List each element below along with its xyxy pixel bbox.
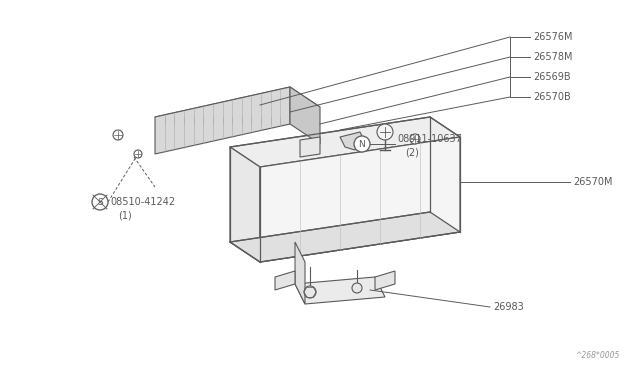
Circle shape <box>134 150 142 158</box>
Circle shape <box>410 134 420 144</box>
Text: 26569B: 26569B <box>533 72 571 82</box>
Text: (2): (2) <box>405 147 419 157</box>
Circle shape <box>92 194 108 210</box>
Polygon shape <box>260 137 460 262</box>
Text: ^268*0005: ^268*0005 <box>575 351 620 360</box>
Polygon shape <box>230 147 260 262</box>
Circle shape <box>352 283 362 293</box>
Text: 26576M: 26576M <box>533 32 573 42</box>
Polygon shape <box>295 242 305 304</box>
Text: 26983: 26983 <box>493 302 524 312</box>
Polygon shape <box>230 117 460 167</box>
Text: S: S <box>97 198 103 206</box>
Polygon shape <box>300 137 320 157</box>
Text: (1): (1) <box>118 210 132 220</box>
Text: 26578M: 26578M <box>533 52 573 62</box>
Polygon shape <box>340 132 365 150</box>
Circle shape <box>377 124 393 140</box>
Polygon shape <box>375 271 395 290</box>
Circle shape <box>304 286 316 298</box>
Text: N: N <box>358 140 365 148</box>
Polygon shape <box>275 271 295 290</box>
Polygon shape <box>155 87 320 137</box>
Text: 08510-41242: 08510-41242 <box>110 197 175 207</box>
Text: 26570M: 26570M <box>573 177 612 187</box>
Circle shape <box>354 136 370 152</box>
Circle shape <box>113 130 123 140</box>
Polygon shape <box>230 212 460 262</box>
Polygon shape <box>155 87 290 154</box>
Text: 26570B: 26570B <box>533 92 571 102</box>
Polygon shape <box>295 277 385 304</box>
Polygon shape <box>290 87 320 144</box>
Text: 08911-10637: 08911-10637 <box>397 134 462 144</box>
